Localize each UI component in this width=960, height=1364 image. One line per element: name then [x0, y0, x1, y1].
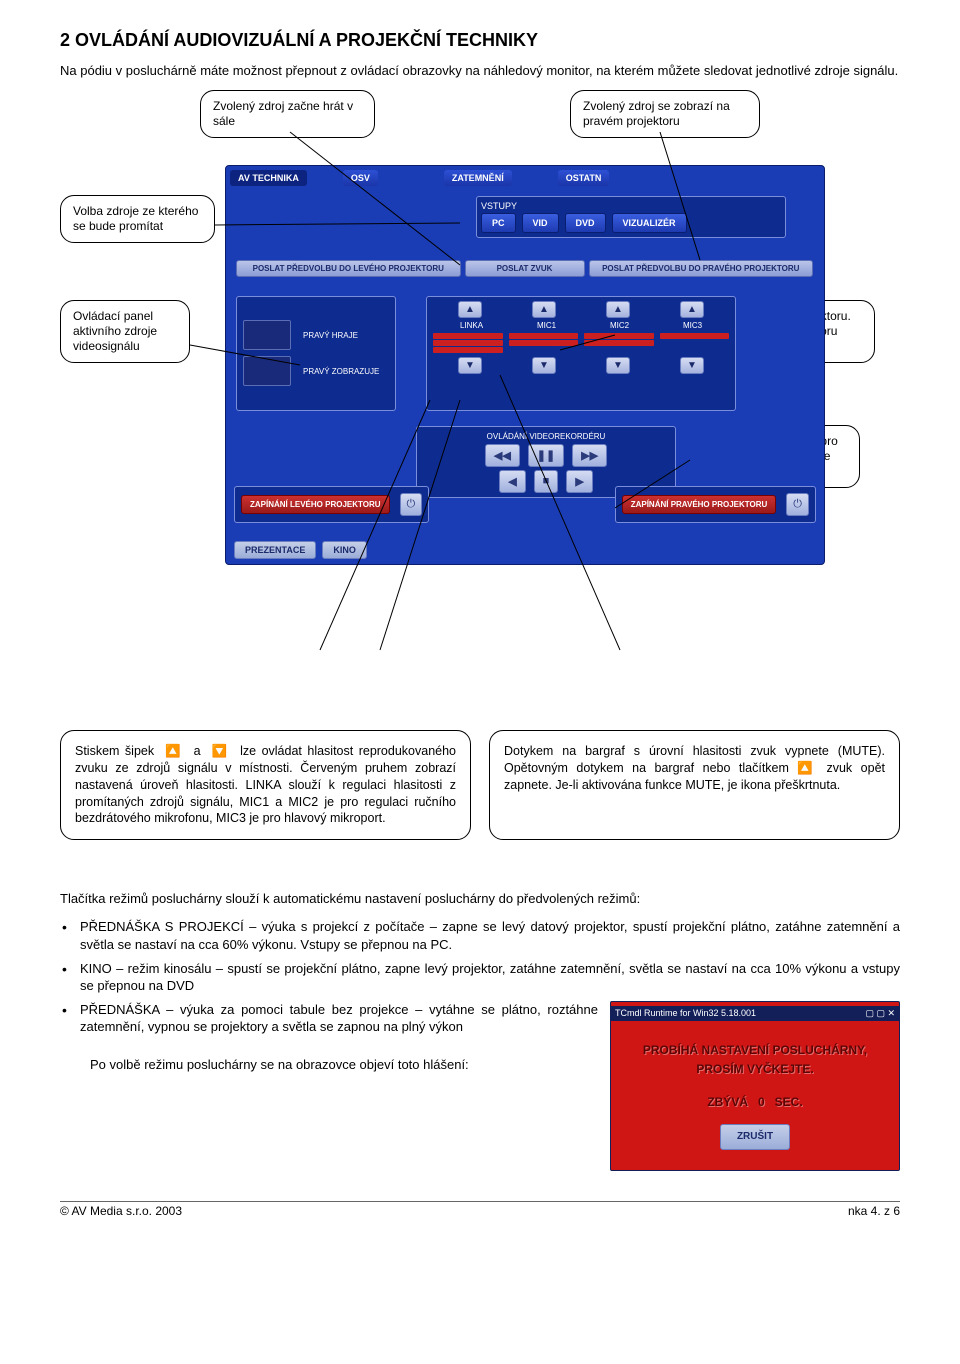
tabs-row: AV TECHNIKA OSV ZATEMNĚNÍ OSTATN — [226, 166, 824, 190]
callout-source-right-proj: Zvolený zdroj se zobrazí na pravém proje… — [570, 90, 760, 138]
source-vizualizer[interactable]: VIZUALIZÉR — [612, 213, 687, 233]
after-mode-text: Po volbě režimu posluchárny se na obrazo… — [60, 1056, 598, 1074]
page-footer: © AV Media s.r.o. 2003 nka 4. z 6 — [60, 1201, 900, 1218]
tab-ostatni[interactable]: OSTATN — [558, 170, 610, 186]
red-line2: PROSÍM VYČKEJTE. — [621, 1060, 889, 1079]
source-pc[interactable]: PC — [481, 213, 516, 233]
mic-mic2: MIC2 — [610, 321, 629, 330]
send-right-projector[interactable]: POSLAT PŘEDVOLBU DO PRAVÉHO PROJEKTORU — [589, 260, 814, 277]
vol-up-mic1[interactable]: ▲ — [532, 301, 556, 318]
media-next[interactable]: ▶ — [566, 470, 592, 493]
mode-prezentace[interactable]: PREZENTACE — [234, 541, 316, 559]
mic-mic1: MIC1 — [537, 321, 556, 330]
bargraf-mic1[interactable] — [509, 332, 579, 354]
pravy-hraje-label: PRAVÝ HRAJE — [303, 331, 358, 340]
callout-source-choice: Volba zdroje ze kterého se bude promítat — [60, 195, 215, 243]
control-panel-mock: AV TECHNIKA OSV ZATEMNĚNÍ OSTATN VSTUPY … — [225, 165, 825, 565]
mic-mic3: MIC3 — [683, 321, 702, 330]
footer-right: nka 4. z 6 — [848, 1204, 900, 1218]
vol-up-mic3[interactable]: ▲ — [680, 301, 704, 318]
modes-intro: Tlačítka režimů posluchárny slouží k aut… — [60, 890, 900, 908]
vol-up-linka[interactable]: ▲ — [458, 301, 482, 318]
vol-up-mic2[interactable]: ▲ — [606, 301, 630, 318]
vol-down-mic2[interactable]: ▼ — [606, 357, 630, 374]
zrusit-button[interactable]: ZRUŠIT — [720, 1124, 790, 1150]
left-projector-power[interactable]: ⏻ — [400, 493, 423, 516]
bargraf-mic3[interactable] — [660, 332, 730, 354]
two-textboxes: Stiskem šipek 🔼 a 🔽 lze ovládat hlasitos… — [60, 730, 900, 840]
red-dialog-winbtns: ▢ ▢ ✕ — [865, 1008, 895, 1019]
textbox-mute: Dotykem na bargraf s úrovní hlasitosti z… — [489, 730, 900, 840]
red-line1: PROBÍHÁ NASTAVENÍ POSLUCHÁRNY, — [621, 1041, 889, 1060]
pravy-zobrazuje-label: PRAVÝ ZOBRAZUJE — [303, 367, 379, 376]
section-heading: 2 OVLÁDÁNÍ AUDIOVIZUÁLNÍ A PROJEKČNÍ TEC… — [60, 30, 900, 51]
modes-list: PŘEDNÁŠKA S PROJEKCÍ – výuka s projekcí … — [60, 918, 900, 994]
bargraf-linka[interactable] — [433, 332, 503, 354]
tab-zatemneni[interactable]: ZATEMNĚNÍ — [444, 170, 512, 186]
vol-down-mic1[interactable]: ▼ — [532, 357, 556, 374]
media-stop[interactable]: ■ — [534, 470, 559, 493]
vol-down-linka[interactable]: ▼ — [458, 357, 482, 374]
red-line3: ZBÝVÁ 0 SEC. — [621, 1093, 889, 1112]
right-projector-on[interactable]: ZAPÍNÁNÍ PRAVÉHO PROJEKTORU — [622, 495, 777, 514]
mic-linka: LINKA — [460, 321, 483, 330]
tab-osv[interactable]: OSV — [343, 170, 378, 186]
source-vid[interactable]: VID — [522, 213, 559, 233]
source-dvd[interactable]: DVD — [565, 213, 606, 233]
footer-left: © AV Media s.r.o. 2003 — [60, 1204, 182, 1218]
ovl-videorek: OVLÁDÁNÍ VIDEOREKORDÉRU — [487, 432, 606, 441]
diagram-area: Zvolený zdroj začne hrát v sále Zvolený … — [60, 90, 900, 690]
callout-source-sound: Zvolený zdroj začne hrát v sále — [200, 90, 375, 138]
right-projector-power[interactable]: ⏻ — [786, 493, 809, 516]
mode-prednaska-projekci: PŘEDNÁŠKA S PROJEKCÍ – výuka s projekcí … — [80, 918, 900, 953]
send-sound[interactable]: POSLAT ZVUK — [465, 260, 585, 277]
vol-down-mic3[interactable]: ▼ — [680, 357, 704, 374]
media-rew[interactable]: ◀◀ — [485, 444, 520, 467]
intro-paragraph: Na pódiu v posluchárně máte možnost přep… — [60, 63, 900, 80]
callout-control-panel: Ovládací panel aktivního zdroje videosig… — [60, 300, 190, 363]
red-dialog: TCmdl Runtime for Win32 5.18.001 ▢ ▢ ✕ P… — [610, 1001, 900, 1172]
textbox-volume: Stiskem šipek 🔼 a 🔽 lze ovládat hlasitos… — [60, 730, 471, 840]
left-projector-on[interactable]: ZAPÍNÁNÍ LEVÉHO PROJEKTORU — [241, 495, 390, 514]
media-pause[interactable]: ❚❚ — [528, 444, 564, 467]
mode-kino-desc: KINO – režim kinosálu – spustí se projek… — [80, 960, 900, 995]
mode-kino[interactable]: KINO — [322, 541, 367, 559]
media-ff[interactable]: ▶▶ — [572, 444, 607, 467]
mode-prednaska: PŘEDNÁŠKA – výuka za pomoci tabule bez p… — [80, 1001, 598, 1036]
media-prev[interactable]: ◀ — [499, 470, 525, 493]
red-dialog-title: TCmdl Runtime for Win32 5.18.001 — [615, 1008, 756, 1019]
tab-av-technika[interactable]: AV TECHNIKA — [230, 170, 307, 186]
vstupy-panel: VSTUPY PC VID DVD VIZUALIZÉR — [476, 196, 786, 238]
vstupy-label: VSTUPY — [481, 201, 781, 211]
send-left-projector[interactable]: POSLAT PŘEDVOLBU DO LEVÉHO PROJEKTORU — [236, 260, 461, 277]
bargraf-mic2[interactable] — [584, 332, 654, 354]
